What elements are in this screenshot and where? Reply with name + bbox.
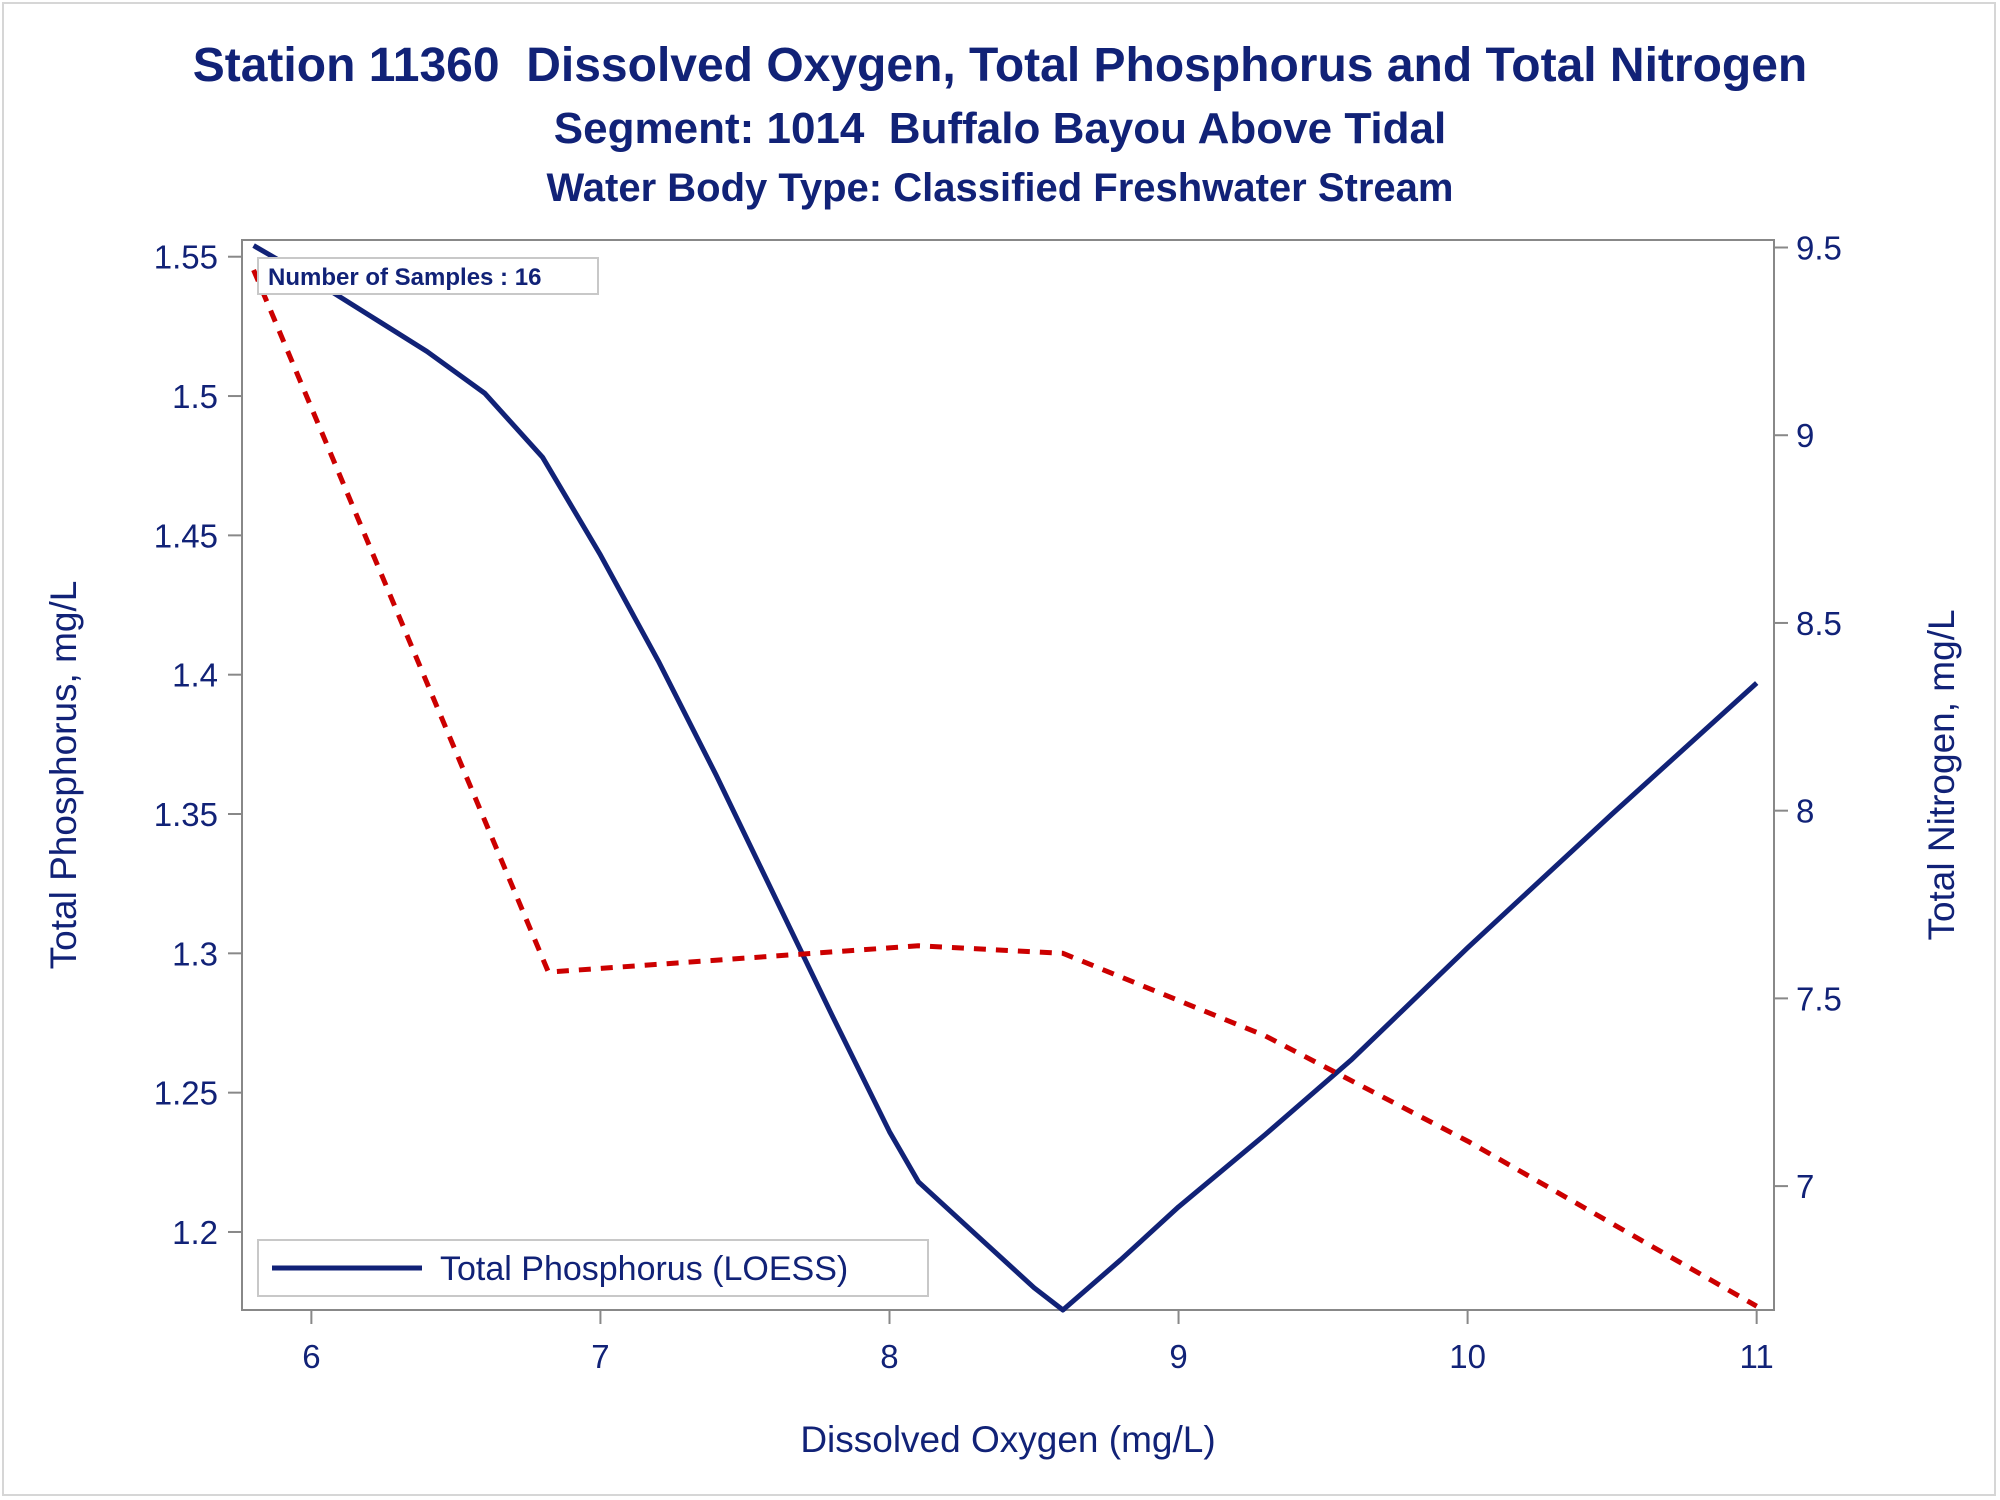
y-axis-left: 1.2 1.25 1.3 1.35 1.4 1.45 1.5 1.55 — [154, 239, 242, 1251]
y2-tick-label: 9 — [1796, 417, 1814, 454]
y-tick-label: 1.2 — [172, 1214, 218, 1251]
sample-count-text: Number of Samples : 16 — [268, 264, 541, 291]
y-tick-label: 1.45 — [154, 517, 218, 554]
y2-tick-label: 9.5 — [1796, 230, 1842, 267]
y-tick-label: 1.3 — [172, 935, 218, 972]
x-tick-label: 9 — [1169, 1338, 1187, 1375]
y2-tick-label: 8 — [1796, 793, 1814, 830]
plot-area — [241, 239, 1775, 1311]
x-tick-label: 10 — [1449, 1338, 1486, 1375]
y-tick-label: 1.55 — [154, 239, 218, 276]
chart-subtitle: Segment: 1014 Buffalo Bayou Above Tidal — [553, 104, 1447, 153]
y-tick-label: 1.35 — [154, 796, 218, 833]
chart-title: Station 11360 Dissolved Oxygen, Total Ph… — [192, 39, 1808, 92]
series-line-phosphorus — [252, 243, 1759, 1313]
y2-tick-label: 7.5 — [1796, 980, 1842, 1017]
x-tick-label: 11 — [1740, 1338, 1774, 1375]
y2-tick-label: 7 — [1796, 1168, 1814, 1205]
chart-subtitle-2: Water Body Type: Classified Freshwater S… — [546, 166, 1454, 210]
legend: Total Phosphorus (LOESS) — [257, 1239, 929, 1297]
y-axis-right: 7 7.5 8 8.5 9 9.5 — [1774, 230, 1842, 1205]
legend-label-phosphorus: Total Phosphorus (LOESS) — [440, 1250, 848, 1288]
sample-count-annotation: Number of Samples : 16 — [257, 257, 599, 295]
x-tick-label: 6 — [302, 1338, 320, 1375]
y-tick-label: 1.25 — [154, 1075, 218, 1112]
y-tick-label: 1.4 — [172, 657, 218, 694]
series-layer — [251, 243, 1759, 1313]
x-tick-label: 7 — [591, 1338, 609, 1375]
x-axis-label: Dissolved Oxygen (mg/L) — [800, 1419, 1215, 1460]
y-axis-label: Total Phosphorus, mg/L — [43, 581, 84, 970]
y2-tick-label: 8.5 — [1796, 605, 1842, 642]
series-line-nitrogen — [251, 269, 1758, 1309]
y2-axis-label: Total Nitrogen, mg/L — [1921, 609, 1962, 940]
x-tick-label: 8 — [880, 1338, 898, 1375]
x-axis: 6 7 8 9 10 11 — [302, 1310, 1774, 1375]
y-tick-label: 1.5 — [172, 378, 218, 415]
